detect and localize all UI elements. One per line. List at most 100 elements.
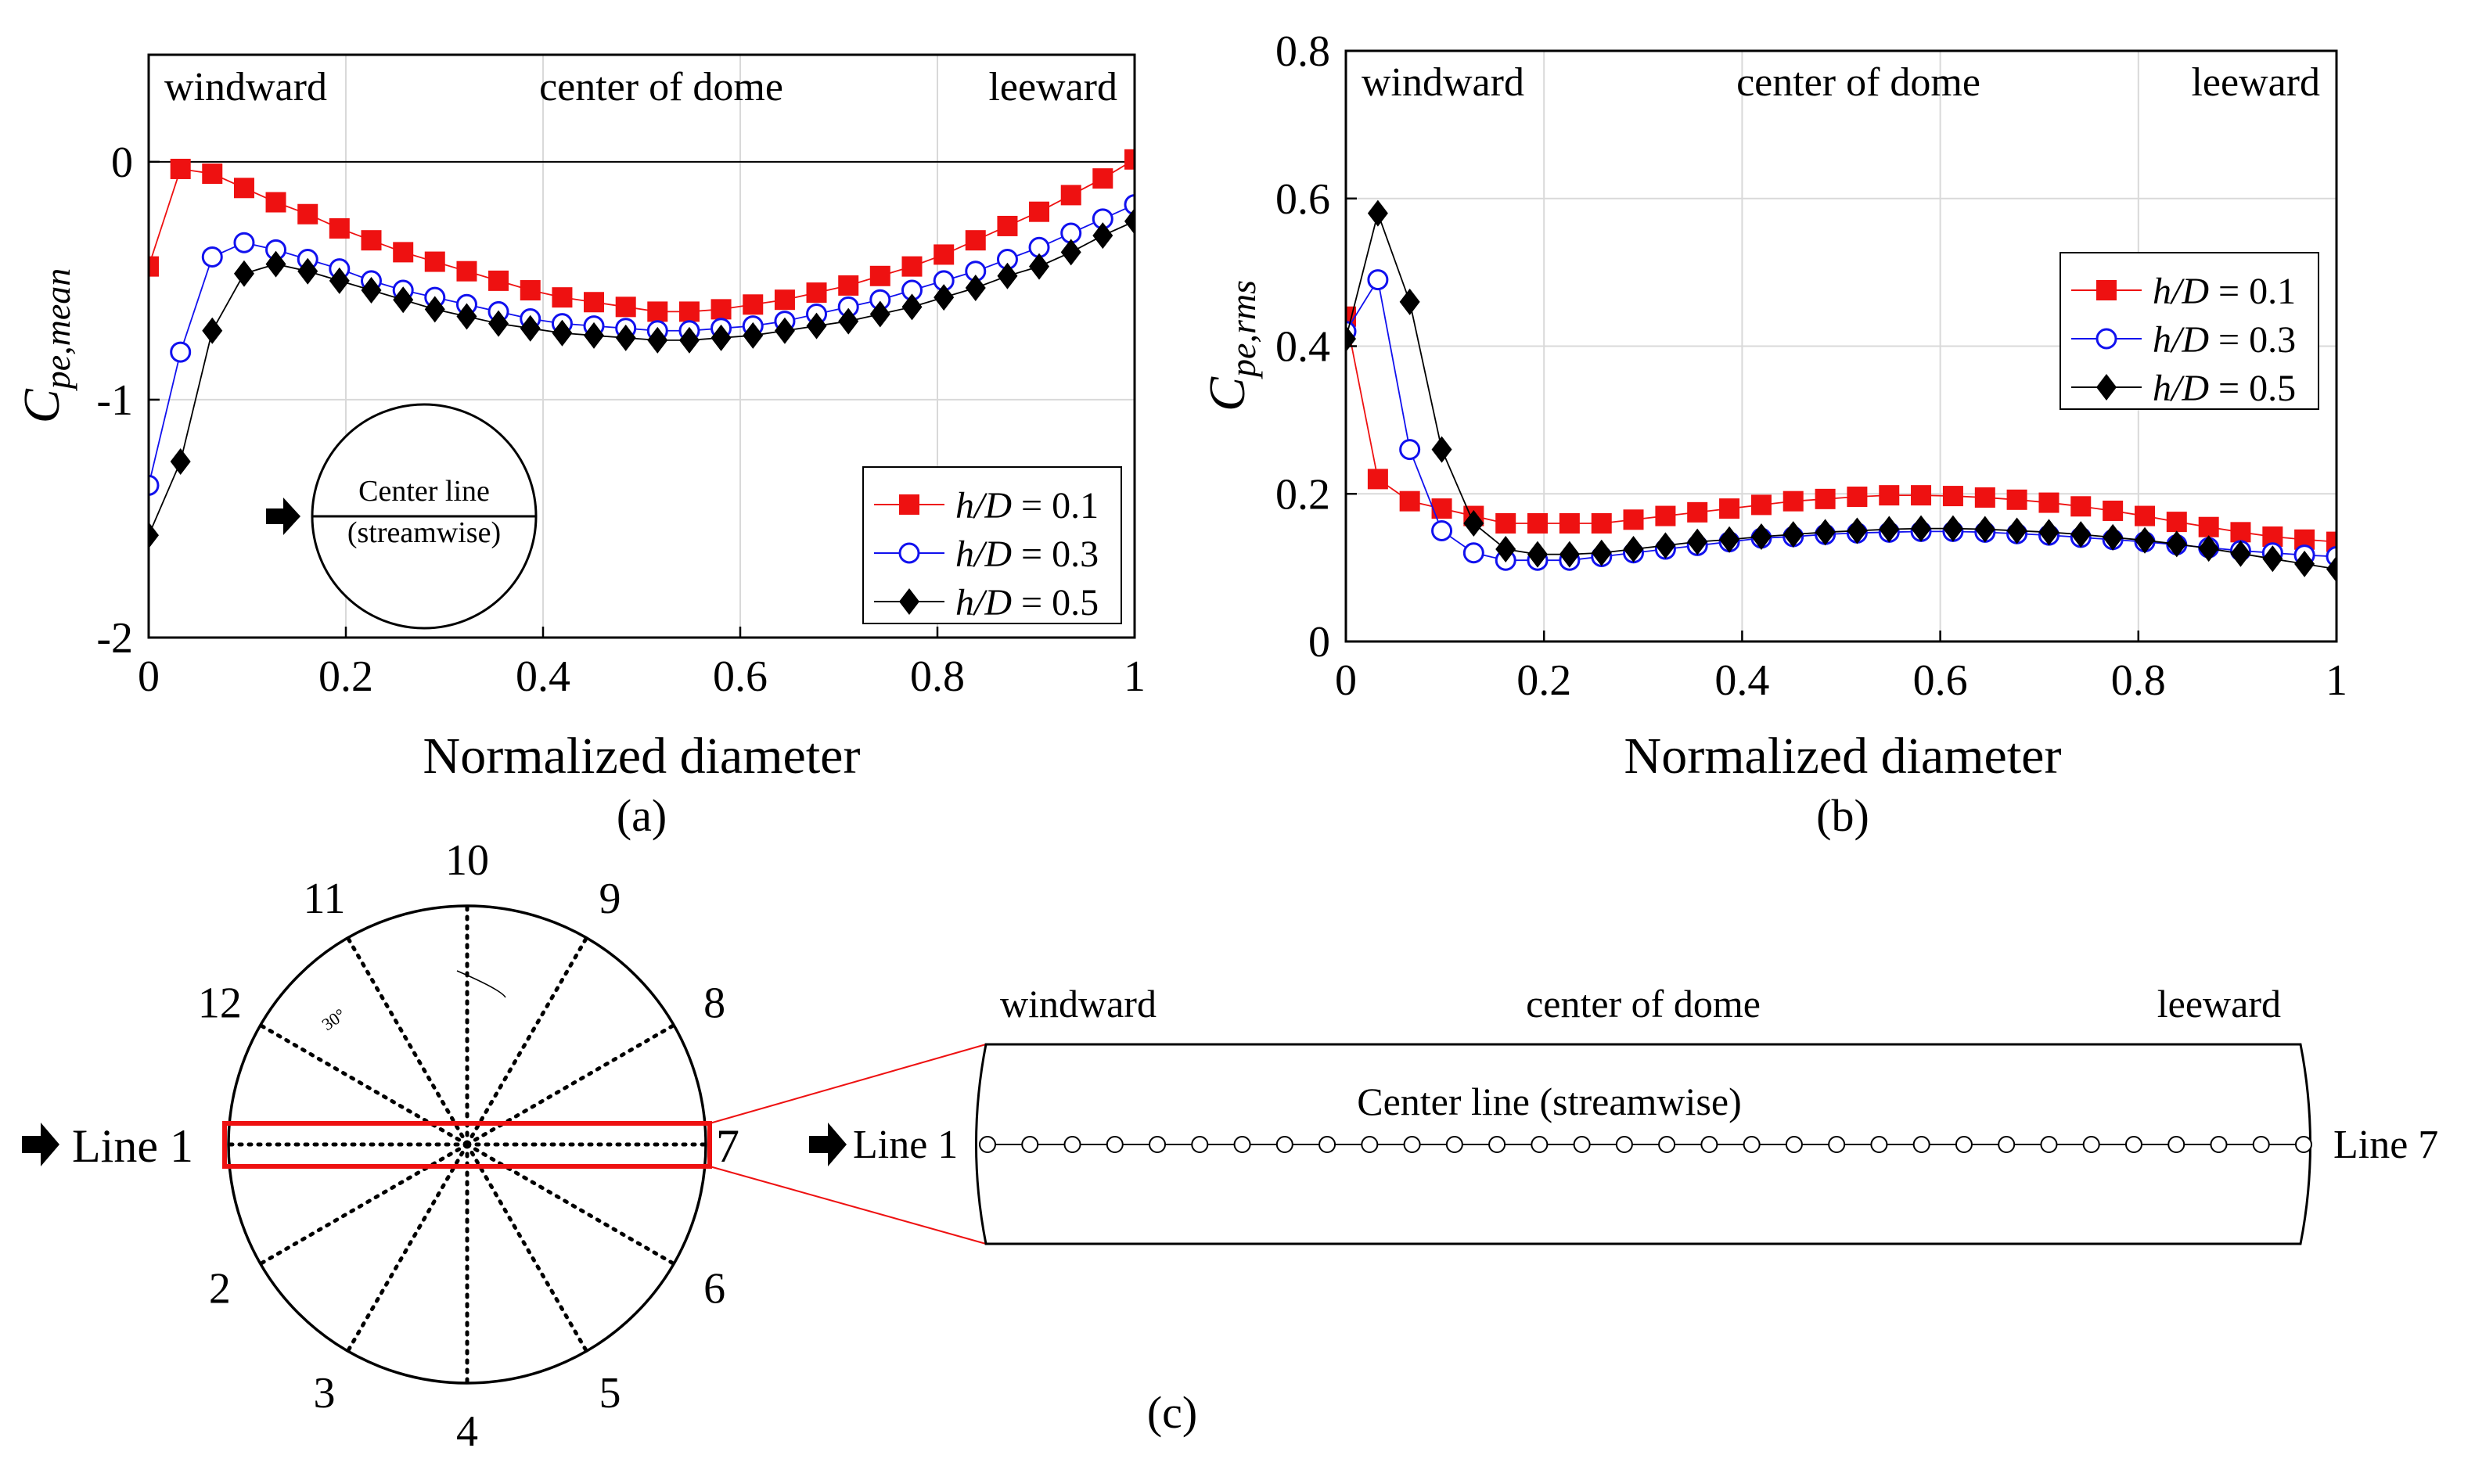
pressure-tap (1785, 1136, 1803, 1153)
y-tick-label: 0.8 (1275, 27, 1330, 76)
line-number-2: 2 (209, 1265, 231, 1313)
data-point (678, 301, 700, 322)
data-point (838, 307, 859, 335)
data-point (201, 246, 223, 268)
pressure-tap (1488, 1136, 1506, 1153)
data-point (1495, 513, 1516, 534)
x-axis-label-b: Normalized diameter (1624, 728, 2062, 785)
data-point (552, 319, 573, 347)
data-point (584, 322, 605, 349)
pressure-tap (1743, 1136, 1761, 1153)
pressure-tap (1998, 1136, 2016, 1153)
annotation-leeward-a: leeward (988, 65, 1117, 110)
x-tick-label: 0.2 (1516, 656, 1571, 705)
data-point (710, 324, 732, 351)
radial-line-8 (465, 1023, 676, 1147)
data-point (520, 280, 541, 301)
data-point (149, 522, 159, 549)
annotation-center-a: center of dome (539, 65, 783, 110)
data-point (1591, 539, 1612, 566)
data-point (2166, 512, 2187, 533)
x-tick-label: 0.8 (2111, 656, 2166, 705)
data-point (329, 217, 350, 239)
x-tick-label: 0 (1335, 656, 1357, 705)
pressure-tap (2295, 1136, 2312, 1153)
data-point (1783, 521, 1804, 548)
data-point (1719, 526, 1740, 553)
chart-panel-b: 0 0.2 0.4 0.6 0.8 1 0 0.2 0.4 0.6 0.8 windward ce… (1199, 27, 2347, 841)
legend-item-2: h/D = 0.3 (874, 534, 1099, 575)
radial-measurement-lines (226, 904, 708, 1385)
data-point (2038, 519, 2060, 546)
radial-line-11 (346, 936, 469, 1147)
x-tick-label: 1 (1124, 652, 1146, 701)
legend-a: h/D = 0.1 h/D = 0.3 h/D = 0.5 (862, 466, 1122, 624)
data-point (1399, 439, 1421, 461)
data-point (424, 251, 445, 272)
data-point (1495, 536, 1516, 563)
series-group-b (1346, 199, 2337, 583)
x-tick-label: 0.8 (910, 652, 965, 701)
series-line (149, 159, 1135, 313)
line-number-labels: 2 3 4 5 6 8 9 10 11 12 7 (198, 836, 739, 1456)
data-point (1124, 194, 1135, 216)
data-point (1911, 485, 1932, 506)
legend-marker (2096, 374, 2117, 401)
wind-arrow-icon-right (809, 1123, 847, 1166)
line-number-6: 6 (703, 1265, 725, 1313)
y-tick-label: 0 (111, 138, 133, 187)
data-point (424, 296, 445, 323)
data-point (2135, 526, 2156, 554)
data-point (1559, 541, 1580, 568)
data-point (806, 282, 827, 304)
data-point (774, 289, 795, 311)
data-point (1687, 501, 1708, 523)
data-point (2038, 492, 2060, 513)
pressure-tap (1531, 1136, 1549, 1153)
data-point (1060, 239, 1081, 266)
line-number-5: 5 (599, 1369, 621, 1418)
data-point (297, 203, 318, 225)
y-axis-label-a: Cpe,mean (13, 268, 77, 424)
data-point (1399, 490, 1420, 512)
radial-line-9 (465, 936, 588, 1147)
y-axis-label-b: Cpe,rms (1199, 280, 1263, 411)
pressure-tap (1361, 1136, 1379, 1153)
data-point (170, 158, 191, 179)
legend-label: h/D = 0.5 (955, 582, 1099, 623)
y-ticks-a: -2 -1 0 (96, 138, 160, 663)
pressure-tap (2252, 1136, 2270, 1153)
data-point (233, 178, 254, 199)
data-point (1124, 149, 1135, 170)
pressure-tap (1021, 1136, 1039, 1153)
data-point (1431, 498, 1452, 519)
data-point (1060, 185, 1081, 206)
x-tick-label: 0 (138, 652, 160, 701)
center-of-dome-label-c: center of dome (1526, 982, 1761, 1026)
data-point (170, 341, 192, 363)
data-point (2230, 540, 2251, 567)
data-point (743, 322, 764, 349)
legend-label: h/D = 0.3 (955, 534, 1099, 575)
y-tick-label: 0.2 (1275, 470, 1330, 519)
legend-label: h/D = 0.1 (2153, 271, 2296, 312)
data-point (1847, 517, 1868, 544)
pressure-tap (2040, 1136, 2058, 1153)
wind-arrow-icon-left (22, 1123, 59, 1166)
radial-line-12 (258, 1023, 469, 1147)
data-point (615, 296, 636, 318)
line-number-12: 12 (198, 979, 242, 1028)
data-point (170, 447, 191, 475)
data-point (1092, 168, 1113, 189)
data-point (1879, 485, 1900, 506)
centerline-enlarged-box (975, 1043, 2311, 1245)
data-point (1029, 253, 1050, 280)
data-point (869, 300, 890, 328)
data-point (1815, 488, 1836, 509)
data-point (1431, 436, 1452, 463)
data-point (774, 317, 795, 344)
data-point (1911, 515, 1932, 542)
data-point (1462, 542, 1484, 564)
data-point (1591, 513, 1612, 534)
